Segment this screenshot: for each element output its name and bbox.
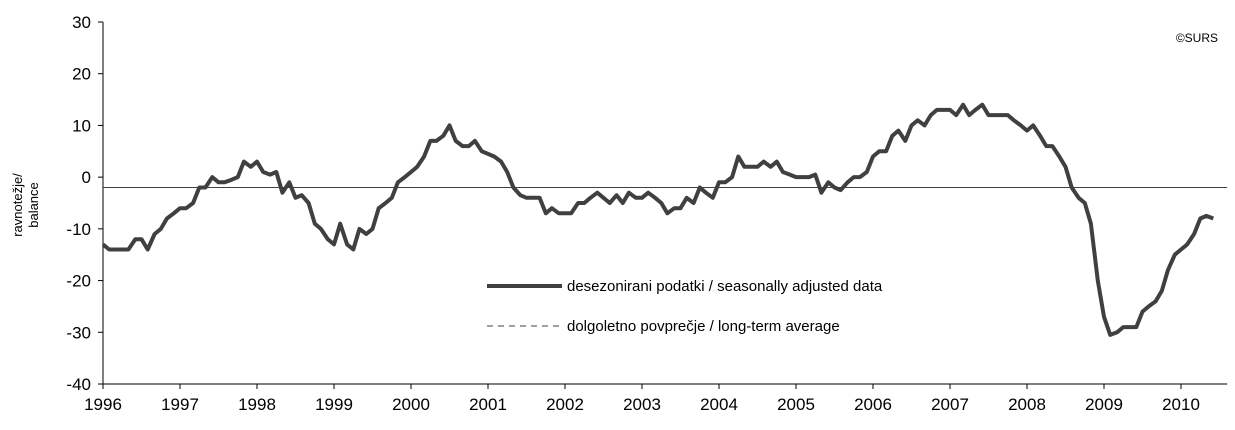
y-axis-label: ravnotežje/ bbox=[10, 173, 25, 237]
y-tick-label: 0 bbox=[82, 168, 91, 187]
x-tick-label: 2001 bbox=[469, 395, 507, 414]
x-tick-label: 2010 bbox=[1162, 395, 1200, 414]
x-tick-label: 2007 bbox=[931, 395, 969, 414]
y-tick-label: -40 bbox=[66, 375, 91, 394]
x-tick-label: 2002 bbox=[546, 395, 584, 414]
y-axis-label: balance bbox=[26, 182, 41, 228]
legend-label: dolgoletno povprečje / long-term average bbox=[567, 318, 840, 335]
y-tick-label: 30 bbox=[72, 13, 91, 32]
x-tick-label: 1998 bbox=[238, 395, 276, 414]
annotation: ©SURS bbox=[1176, 31, 1218, 45]
y-tick-label: -10 bbox=[66, 220, 91, 239]
x-tick-label: 2000 bbox=[392, 395, 430, 414]
x-tick-label: 2006 bbox=[854, 395, 892, 414]
legend-label: desezonirani podatki / seasonally adjust… bbox=[567, 278, 883, 295]
y-tick-label: 20 bbox=[72, 65, 91, 84]
x-tick-label: 2009 bbox=[1085, 395, 1123, 414]
x-tick-label: 2003 bbox=[623, 395, 661, 414]
data-line bbox=[101, 102, 1215, 337]
x-tick-label: 2008 bbox=[1008, 395, 1046, 414]
y-tick-label: -30 bbox=[66, 323, 91, 342]
y-tick-label: -20 bbox=[66, 272, 91, 291]
x-tick-label: 1999 bbox=[315, 395, 353, 414]
x-tick-label: 2004 bbox=[700, 395, 738, 414]
y-tick-label: 10 bbox=[72, 116, 91, 135]
x-tick-label: 1996 bbox=[84, 395, 122, 414]
x-tick-label: 1997 bbox=[161, 395, 199, 414]
x-tick-label: 2005 bbox=[777, 395, 815, 414]
